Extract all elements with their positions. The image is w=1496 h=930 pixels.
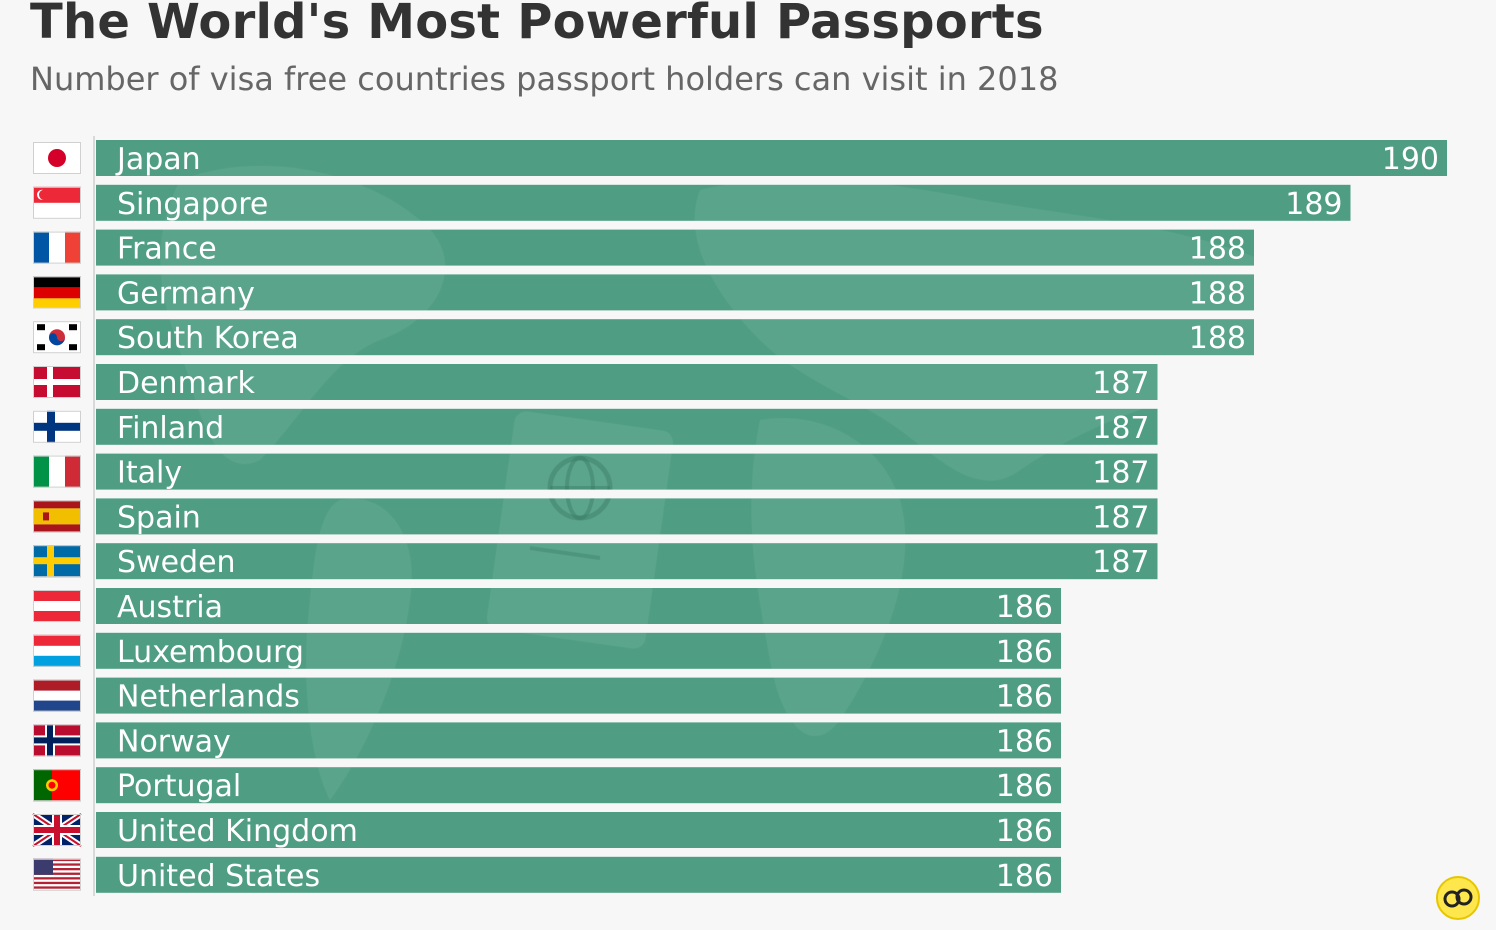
- value-label: 186: [996, 590, 1053, 625]
- value-label: 186: [996, 814, 1053, 849]
- value-label: 187: [1092, 545, 1149, 580]
- bar-map-texture: [96, 453, 1158, 490]
- bar-map-texture: [96, 229, 1254, 266]
- value-label: 186: [996, 724, 1053, 759]
- category-label: Spain: [117, 500, 201, 535]
- value-label: 186: [996, 859, 1053, 894]
- category-label: Japan: [115, 142, 201, 177]
- singapore-flag-icon: [33, 186, 81, 219]
- bar-map-texture: [96, 767, 1061, 804]
- category-label: Luxembourg: [117, 635, 304, 670]
- south-korea-flag-icon: [33, 321, 81, 354]
- category-label: United Kingdom: [117, 814, 358, 849]
- luxembourg-flag-icon: [33, 634, 81, 667]
- portugal-flag-icon: [33, 769, 81, 802]
- finland-flag-icon: [33, 410, 81, 443]
- value-label: 187: [1092, 366, 1149, 401]
- category-label: Denmark: [117, 366, 256, 401]
- category-label: United States: [117, 859, 320, 894]
- value-label: 186: [996, 769, 1053, 804]
- bar-map-texture: [96, 632, 1061, 669]
- value-label: 188: [1189, 276, 1246, 311]
- norway-flag-icon: [33, 724, 81, 757]
- denmark-flag-icon: [33, 366, 81, 398]
- austria-flag-icon: [33, 590, 81, 622]
- category-label: Netherlands: [117, 680, 300, 715]
- category-label: France: [117, 232, 217, 267]
- category-label: Austria: [117, 590, 223, 625]
- united-states-flag-icon: [33, 858, 81, 891]
- netherlands-flag-icon: [33, 679, 81, 712]
- value-label: 188: [1189, 232, 1246, 267]
- value-label: 187: [1092, 456, 1149, 491]
- bar-map-texture: [96, 364, 1158, 400]
- category-label: Portugal: [117, 769, 241, 804]
- bar-map-texture: [96, 408, 1158, 445]
- japan-flag-icon: [33, 142, 81, 174]
- value-label: 190: [1382, 142, 1439, 177]
- category-label: Italy: [117, 456, 182, 491]
- bar-map-texture: [96, 319, 1254, 356]
- category-label: South Korea: [117, 321, 299, 356]
- bar-map-texture: [96, 140, 1447, 176]
- value-label: 188: [1189, 321, 1246, 356]
- category-label: Germany: [117, 276, 255, 311]
- bar-map-texture: [96, 677, 1061, 714]
- category-axis-line: [93, 136, 95, 896]
- bar-map-texture: [96, 274, 1254, 311]
- chart-subtitle: Number of visa free countries passport h…: [30, 60, 1059, 98]
- france-flag-icon: [33, 231, 81, 264]
- bar-map-texture: [96, 588, 1061, 624]
- bar-map-texture: [96, 543, 1158, 580]
- sweden-flag-icon: [33, 545, 81, 578]
- category-label: Sweden: [117, 545, 236, 580]
- united-kingdom-flag-icon: [31, 811, 83, 849]
- category-label: Finland: [117, 411, 224, 446]
- value-label: 187: [1092, 411, 1149, 446]
- germany-flag-icon: [33, 276, 81, 309]
- italy-flag-icon: [33, 455, 81, 488]
- bar-map-texture: [96, 498, 1158, 535]
- value-label: 186: [996, 680, 1053, 715]
- bar-map-texture: [96, 812, 1061, 848]
- category-label: Singapore: [117, 187, 268, 222]
- spain-flag-icon: [33, 500, 81, 533]
- value-label: 187: [1092, 500, 1149, 535]
- bar-map-texture: [96, 856, 1061, 893]
- value-label: 189: [1285, 187, 1342, 222]
- bar-map-texture: [96, 722, 1061, 759]
- category-label: Norway: [117, 724, 231, 759]
- bar-map-texture: [96, 184, 1351, 221]
- value-label: 186: [996, 635, 1053, 670]
- chart-title: The World's Most Powerful Passports: [30, 0, 1044, 50]
- brand-logo: [1436, 876, 1480, 920]
